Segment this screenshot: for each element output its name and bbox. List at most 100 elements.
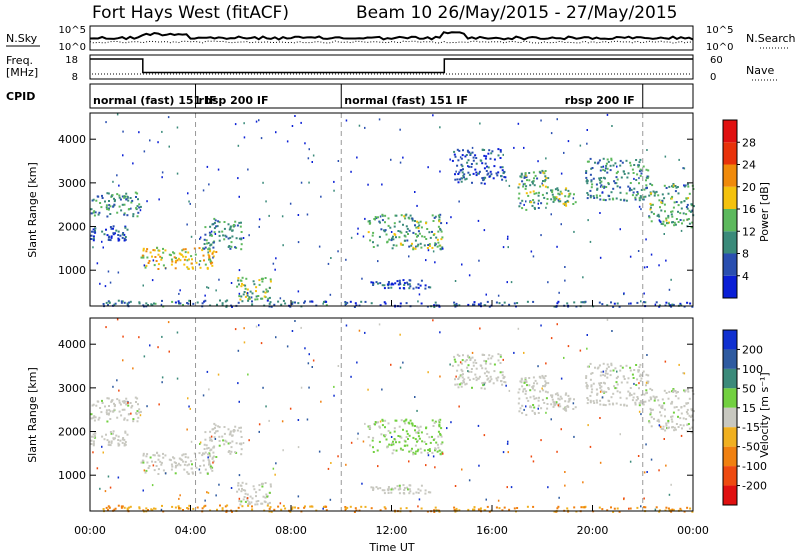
velocity-echo-cell bbox=[130, 412, 132, 415]
power-echo-cell bbox=[151, 304, 154, 307]
power-echo-cell bbox=[603, 185, 606, 188]
velocity-echo-cell bbox=[541, 387, 543, 390]
power-echo-cell bbox=[540, 202, 543, 205]
power-echo-cell bbox=[628, 302, 630, 305]
velocity-echo-cell bbox=[199, 465, 202, 467]
velocity-echo-cell bbox=[409, 419, 412, 422]
velocity-echo-cell bbox=[240, 448, 243, 451]
power-echo-cell bbox=[269, 278, 272, 281]
velocity-echo-cell bbox=[224, 439, 227, 442]
nsky-tick-bottom: 10^0 bbox=[59, 42, 86, 53]
velocity-echo-cell bbox=[282, 504, 285, 507]
power-echo-cell bbox=[190, 235, 193, 238]
velocity-echo-cell bbox=[613, 385, 616, 388]
velocity-echo-cell bbox=[147, 467, 150, 469]
velocity-echo-cell bbox=[646, 354, 648, 356]
power-echo-cell bbox=[393, 225, 396, 228]
velocity-echo-cell bbox=[218, 444, 221, 447]
velocity-echo-cell bbox=[528, 384, 531, 387]
power-echo-cell bbox=[191, 258, 193, 261]
power-echo-cell bbox=[397, 230, 400, 232]
velocity-echo-cell bbox=[126, 508, 129, 511]
power-echo-cell bbox=[599, 256, 602, 259]
power-echo-cell bbox=[468, 165, 471, 168]
power-echo-cell bbox=[609, 164, 612, 167]
power-echo-cell bbox=[140, 256, 143, 259]
power-echo-cell bbox=[374, 218, 376, 221]
velocity-echo-cell bbox=[210, 435, 213, 438]
power-echo-cell bbox=[553, 305, 556, 308]
velocity-echo-cell bbox=[462, 373, 464, 376]
velocity-echo-cell bbox=[121, 441, 124, 444]
power-echo-cell bbox=[557, 189, 560, 192]
x-tick-label: 00:00 bbox=[74, 524, 106, 537]
velocity-echo-cell bbox=[178, 497, 180, 500]
velocity-echo-cell bbox=[392, 440, 394, 443]
power-echo-cell bbox=[471, 151, 474, 154]
velocity-echo-cell bbox=[108, 412, 110, 415]
velocity-echo-cell bbox=[625, 404, 628, 407]
velocity-echo-cell bbox=[289, 407, 292, 410]
velocity-echo-cell bbox=[240, 426, 242, 429]
velocity-echo-cell bbox=[544, 390, 547, 393]
velocity-echo-cell bbox=[671, 390, 673, 393]
velocity-echo-cell bbox=[248, 439, 250, 442]
velocity-echo-cell bbox=[215, 456, 218, 458]
velocity-echo-cell bbox=[364, 331, 366, 334]
freq-tick-bottom: 8 bbox=[72, 72, 78, 83]
velocity-echo-cell bbox=[664, 360, 667, 363]
velocity-echo-cell bbox=[223, 426, 226, 428]
velocity-echo-cell bbox=[208, 455, 211, 458]
velocity-echo-cell bbox=[364, 422, 366, 425]
power-echo-cell bbox=[554, 188, 557, 191]
power-echo-cell bbox=[462, 174, 465, 177]
power-echo-cell bbox=[440, 222, 443, 225]
nave-tick-top: 60 bbox=[710, 55, 723, 66]
power-y-axis-label: Slant Range [km] bbox=[26, 162, 39, 258]
velocity-echo-cell bbox=[691, 426, 694, 429]
power-echo-cell bbox=[96, 262, 99, 265]
velocity-echo-cell bbox=[417, 435, 420, 438]
velocity-echo-cell bbox=[499, 354, 502, 357]
power-echo-cell bbox=[230, 241, 233, 244]
power-echo-cell bbox=[434, 244, 436, 247]
velocity-echo-cell bbox=[484, 362, 487, 365]
power-echo-cell bbox=[101, 230, 104, 233]
power-echo-cell bbox=[115, 229, 118, 232]
velocity-echo-cell bbox=[312, 359, 315, 362]
power-echo-cell bbox=[502, 172, 505, 175]
velocity-echo-cell bbox=[92, 403, 95, 406]
power-echo-cell bbox=[101, 194, 103, 197]
power-echo-cell bbox=[682, 212, 685, 215]
velocity-echo-cell bbox=[161, 376, 164, 379]
velocity-echo-cell bbox=[240, 443, 243, 446]
power-echo-cell bbox=[679, 302, 682, 305]
power-echo-cell bbox=[540, 234, 542, 237]
velocity-echo-cell bbox=[219, 504, 221, 507]
power-echo-cell bbox=[606, 113, 609, 116]
velocity-echo-cell bbox=[153, 507, 155, 510]
velocity-echo-cell bbox=[154, 507, 157, 510]
power-echo-cell bbox=[158, 198, 160, 201]
velocity-echo-cell bbox=[671, 420, 674, 423]
power-echo-cell bbox=[579, 144, 582, 147]
velocity-echo-cell bbox=[669, 509, 672, 512]
power-echo-cell bbox=[325, 300, 328, 303]
power-echo-cell bbox=[619, 198, 622, 201]
power-echo-cell bbox=[557, 192, 560, 195]
power-echo-cell bbox=[93, 214, 96, 217]
power-echo-cell bbox=[378, 235, 381, 238]
power-echo-cell bbox=[600, 180, 603, 183]
velocity-echo-cell bbox=[503, 506, 506, 509]
power-echo-cell bbox=[107, 236, 110, 239]
velocity-colorbar-block bbox=[723, 349, 737, 369]
velocity-echo-cell bbox=[505, 384, 507, 387]
velocity-echo-cell bbox=[258, 430, 260, 433]
velocity-echo-cell bbox=[183, 468, 186, 471]
power-echo-cell bbox=[479, 122, 481, 125]
velocity-echo-cell bbox=[415, 491, 418, 494]
velocity-echo-cell bbox=[247, 504, 250, 507]
power-echo-cell bbox=[157, 268, 160, 270]
